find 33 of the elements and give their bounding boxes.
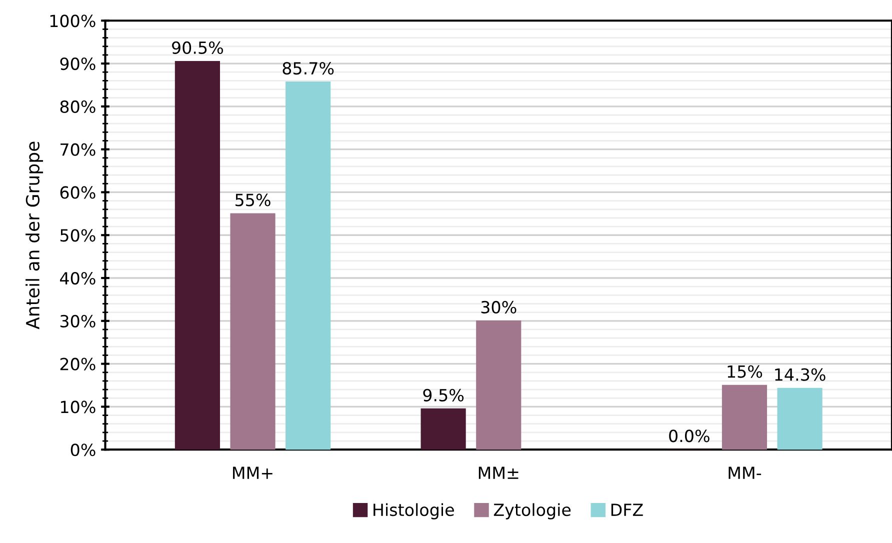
data-label: 90.5% bbox=[172, 41, 224, 54]
x-tick-label: MM+ bbox=[233, 466, 272, 479]
x-tick-label: MM- bbox=[728, 466, 762, 479]
y-tick-label: 0% bbox=[70, 444, 96, 456]
bar bbox=[286, 82, 331, 450]
legend-label: Zytologie bbox=[494, 503, 571, 520]
data-label: 9.5% bbox=[423, 388, 464, 402]
y-tick-label: 90% bbox=[60, 57, 96, 70]
y-tick-label: 40% bbox=[60, 272, 96, 285]
bar bbox=[777, 388, 822, 450]
y-tick-label: 80% bbox=[60, 100, 96, 113]
y-tick-label: 100% bbox=[50, 14, 96, 28]
bar bbox=[420, 408, 466, 450]
y-axis-title: Anteil an der Gruppe bbox=[26, 142, 44, 330]
y-tick-label: 20% bbox=[60, 358, 96, 370]
data-label: 14.3% bbox=[775, 368, 826, 381]
y-tick-label: 70% bbox=[60, 143, 96, 156]
legend-label: DFZ bbox=[611, 504, 643, 516]
data-label: 0.0% bbox=[669, 430, 710, 442]
bar bbox=[230, 213, 276, 450]
data-label: 55% bbox=[236, 194, 270, 206]
data-label: 85.7% bbox=[282, 62, 334, 75]
bar bbox=[722, 384, 768, 450]
data-label: 30% bbox=[481, 300, 516, 314]
legend-label: Histologie bbox=[374, 503, 454, 520]
y-tick-label: 30% bbox=[60, 314, 96, 328]
x-tick-label: MM± bbox=[478, 466, 518, 479]
data-label: 15% bbox=[728, 365, 762, 378]
y-tick-label: 10% bbox=[61, 400, 96, 414]
y-tick-label: 50% bbox=[60, 229, 96, 242]
bar bbox=[476, 320, 522, 450]
y-tick-label: 60% bbox=[60, 186, 96, 199]
bar bbox=[174, 60, 220, 450]
